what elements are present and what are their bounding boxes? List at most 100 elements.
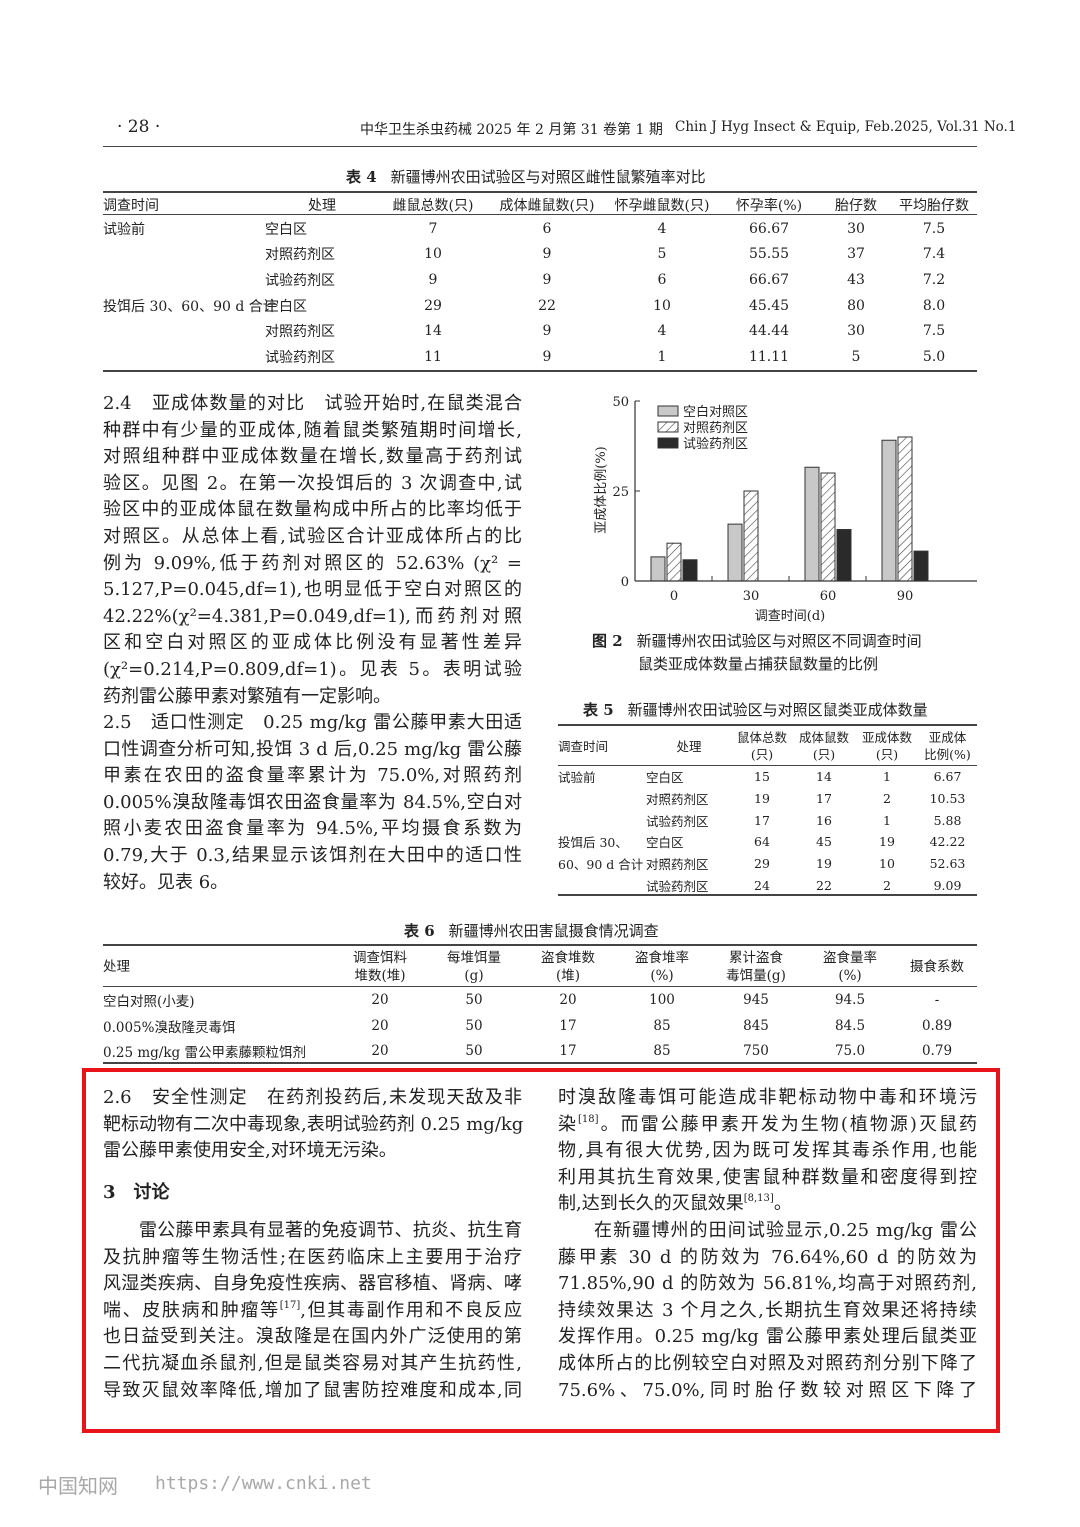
bar [897,436,913,582]
text-line: 靶标动物有二次中毒现象,表明试验药剂 0.25 mg/kg [103,1113,524,1135]
table-cell: 45 [816,834,832,850]
table-cell: 4 [657,220,667,237]
table-header-row: 调查时间 处理 鼠体总数 (只) 成体鼠数 (只) 亚成体数 (只) 亚成体 比例(%) [558,726,977,766]
table-row: 投饵后 30、60、90 d 合计 空白区 29 22 10 45.45 80 8.0 [103,293,977,319]
figure2-caption-line1: 新疆博州农田试验区与对照区不同调查时间 [636,632,922,650]
column-header: 亚成体数 (只) [861,730,912,762]
table-cell: 14 [816,769,832,785]
table-cell: 945 [743,991,769,1008]
y-tick-label: 50 [612,395,629,410]
table-row: 对照药剂区 10 9 5 55.55 37 7.4 [103,242,977,268]
table-cell: 20 [559,991,577,1008]
table-cell: 37 [847,246,865,263]
discussion-left: 雷公藤甲素具有显著的免疫调节、抗炎、抗生育 及抗肿瘤等生物活性;在医药临床上主要用… [103,1218,522,1404]
table-cell: 试验药剂区 [646,813,709,829]
table-cell: 94.5 [834,991,866,1008]
table-cell: 17 [559,1017,577,1034]
table-cell: 6.67 [933,769,962,785]
text-segment: 。 [773,1193,792,1215]
text-line: 雷公藤甲素使用安全,对环境无污染。 [103,1140,397,1162]
y-tick-label: 0 [621,575,629,590]
text-line: 导致灭鼠效率降低,增加了鼠害防控难度和成本,同 [103,1379,522,1401]
x-tick-label: 60 [820,589,837,604]
table-row: 0.25 mg/kg 雷公甲素藤颗粒饵剂 20 50 17 85 750 75.0 0.79 [103,1038,977,1064]
table6: 处理 调查饵料 堆数(堆) 每堆饵量 (g) 盗食堆数 (堆) 盗食堆率 (%) 累计盗食… [103,946,977,1064]
table-cell: 4 [657,323,667,340]
column-header: 怀孕率(%) [735,197,803,214]
text-line: 藤甲素 30 d 的防效为 76.64%,60 d 的防效为 [558,1246,977,1268]
table-row: 空白对照(小麦) 20 50 20 100 945 94.5 - [103,987,977,1013]
table-rule [558,894,977,896]
column-header: 雌鼠总数(只) [392,197,474,214]
text-line: 2.5 适口性测定 0.25 mg/kg 雷公藤甲素大田适 [103,712,522,733]
table-cell: 10 [424,246,442,263]
table-cell: - [934,991,940,1008]
table-cell: 6 [657,271,667,288]
column-header: 平均胎仔数 [899,197,969,214]
table-cell: 30 [847,323,865,340]
text-line: 0.79,大于 0.3,结果显示该饵剂在大田中的适口性 [103,844,522,866]
table-cell: 空白区 [646,835,684,851]
table-rule [103,944,977,946]
table-header-row: 调查时间 处理 雌鼠总数(只) 成体雌鼠数(只) 怀孕雌鼠数(只) 怀孕率(%) 胎仔数 平均… [103,193,977,216]
table-cell: 845 [743,1017,769,1034]
cnki-url[interactable]: https://www.cnki.net [155,1473,372,1494]
bar [836,529,852,582]
text-line: 5.127,P=0.045,df=1),也明显低于空白对照区的 [103,579,522,601]
column-header: 盗食量率 (%) [823,949,877,984]
table-cell: 对照药剂区 [646,792,709,808]
table-rule [103,191,977,193]
table-header-row: 处理 调查饵料 堆数(堆) 每堆饵量 (g) 盗食堆数 (堆) 盗食堆率 (%) 累计盗食… [103,946,977,987]
table-cell: 5.88 [933,812,962,828]
bar [743,490,759,582]
table-cell: 8.0 [922,297,946,314]
text-line: 对照区。从总体上看,试验区合计亚成体所占的比 [103,525,522,547]
table-row: 试验药剂区 17 16 1 5.88 [558,809,977,831]
text-line: 例为 9.09%,低于药剂对照区的 52.63% (χ² = [103,552,522,574]
table-cell: 20 [371,1043,389,1060]
column-header: 亚成体 比例(%) [924,730,971,762]
table-cell: 9.09 [933,877,962,893]
text-segment: 制,达到长久的灭鼠效果 [558,1193,744,1215]
column-header: 调查时间 [103,197,159,214]
text-line: 在新疆博州的田间试验显示,0.25 mg/kg 雷公 [594,1220,977,1241]
table4: 调查时间 处理 雌鼠总数(只) 成体雌鼠数(只) 怀孕雌鼠数(只) 怀孕率(%) 胎仔数 平均… [103,193,977,370]
text-line: 持续效果达 3 个月之久,长期抗生育效果还将持续 [558,1299,977,1321]
table-cell: 试验药剂区 [265,349,335,366]
table-cell: 试验前 [558,770,596,786]
figure2-chart: 0 25 50 0 30 60 90 调查时间(d) 亚成体比例(%) 空白对照区对照药剂区试验药… [594,395,977,624]
text-line: 2.4 亚成体数量的对比 试验开始时,在鼠类混合 [103,393,522,414]
text-line: 对照组种群中亚成体数量在增长,数量高于药剂试 [103,446,522,468]
table-cell: 9 [542,323,552,340]
bar [913,550,929,582]
table5-title-text: 新疆博州农田试验区与对照区鼠类亚成体数量 [627,701,928,719]
text-line: 75.6%、75.0%,同时胎仔数较对照区下降了 [558,1379,977,1401]
bar [727,523,743,582]
table-row: 试验药剂区 11 9 1 11.11 5 5.0 [103,344,977,370]
table-cell: 55.55 [748,246,790,263]
text-line: 区和空白对照区的亚成体比例没有显著性差异 [103,632,522,654]
header-rule [103,146,977,147]
table-row: 对照药剂区 14 9 4 44.44 30 7.5 [103,318,977,344]
text-line: 时溴敌隆毒饵可能造成非靶标动物中毒和环境污 [558,1087,977,1108]
journal-title-en: Chin J Hyg Insect & Equip, Feb.2025, Vol… [675,119,1017,135]
column-header: 盗食堆数 (堆) [541,949,595,984]
text-line: (χ²=0.214,P=0.809,df=1)。见表 5。表明试验 [103,658,522,680]
text-segment: ,但其毒副作用和不良反应 [300,1299,522,1321]
table5: 调查时间 处理 鼠体总数 (只) 成体鼠数 (只) 亚成体数 (只) 亚成体 比例(%) 试… [558,726,977,896]
table-cell: 0.89 [921,1017,953,1034]
table-cell: 11.11 [748,348,790,365]
table-cell: 6 [542,220,552,237]
text-line: 也日益受到关注。溴敌隆是在国内外广泛使用的第 [103,1326,522,1348]
text-line: 成体所占的比例较空白对照及对照药剂分别下降了 [558,1352,977,1374]
legend-label: 试验药剂区 [683,436,748,452]
bar [804,466,820,582]
section-2-6: 2.6 安全性测定 在药剂投药后,未发现天敌及非 靶标动物有二次中毒现象,表明试验… [103,1085,524,1165]
table-cell: 14 [424,323,442,340]
table-cell: 试验药剂区 [646,878,709,894]
bar [881,439,897,582]
table-cell: 空白对照(小麦) [103,993,195,1010]
text-line: 发挥作用。0.25 mg/kg 雷公藤甲素处理后鼠类亚 [558,1326,977,1348]
text-line: 0.005%溴敌隆毒饵农田盗食量率为 84.5%,空白对 [103,791,522,813]
table-cell: 20 [371,991,389,1008]
